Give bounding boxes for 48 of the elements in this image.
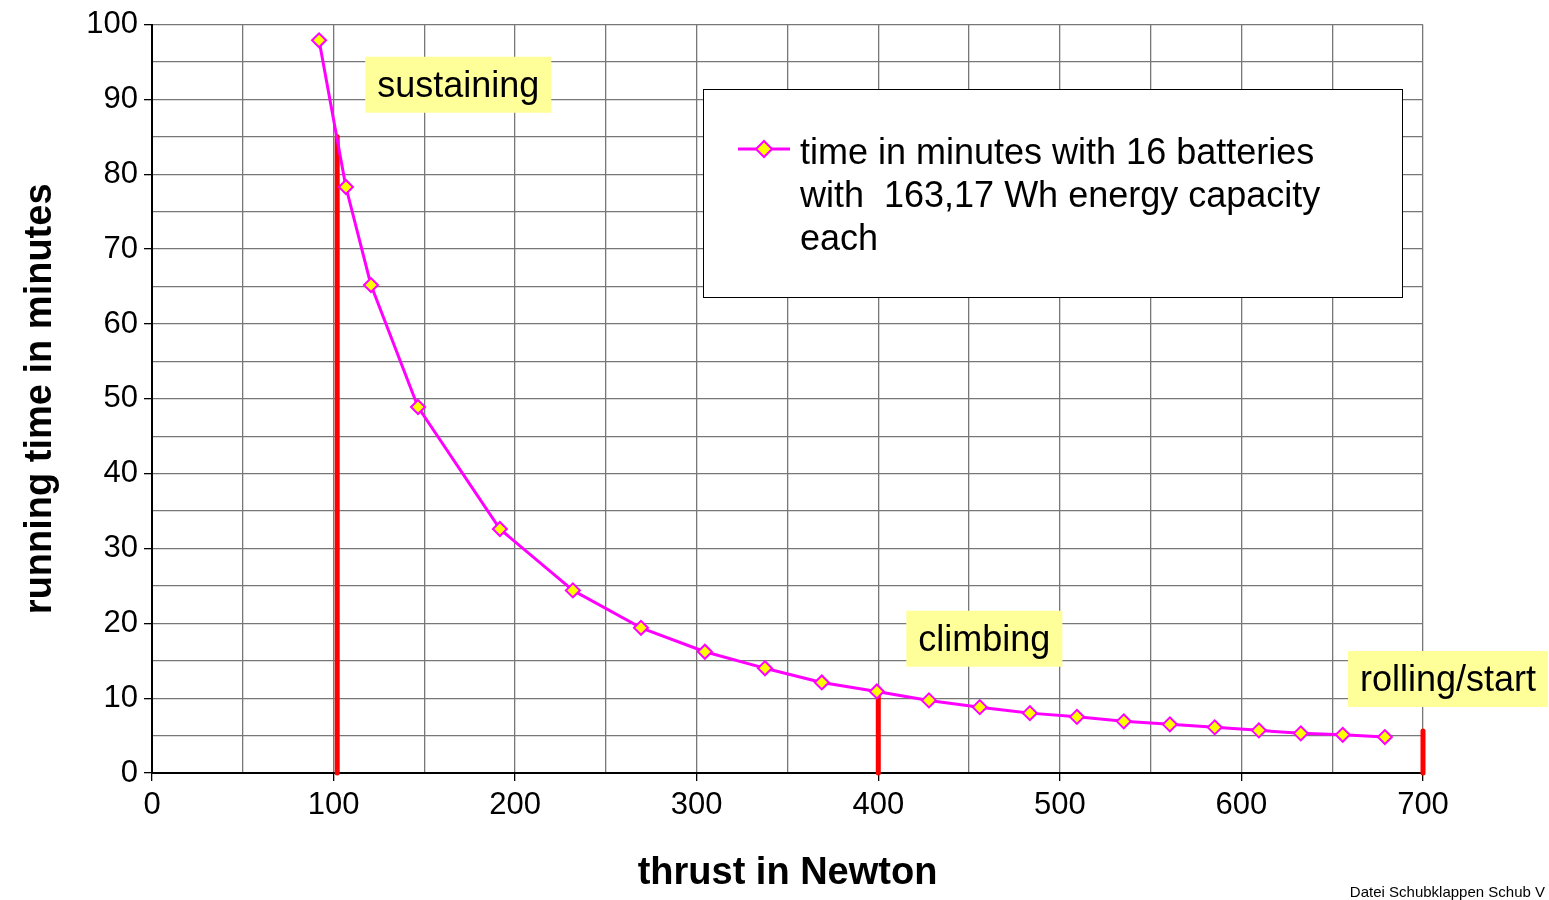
x-tick-label: 500 xyxy=(1033,786,1086,822)
y-tick-label: 30 xyxy=(103,529,138,565)
y-tick-label: 0 xyxy=(120,753,138,789)
point xyxy=(1206,719,1223,736)
point xyxy=(311,32,328,49)
point xyxy=(920,692,937,709)
point xyxy=(1334,726,1351,743)
point xyxy=(813,674,830,691)
x-axis-title: thrust in Newton xyxy=(637,849,938,892)
x-tick-label: 100 xyxy=(307,786,360,822)
x-tick-label: 600 xyxy=(1215,786,1268,822)
y-tick-label: 80 xyxy=(103,154,138,190)
point xyxy=(491,521,508,538)
point xyxy=(337,179,354,195)
point xyxy=(1250,722,1267,739)
y-axis-title: running time in minutes xyxy=(17,183,60,615)
y-tick-label: 10 xyxy=(103,678,138,714)
y-tick-label: 50 xyxy=(103,379,138,415)
point xyxy=(1068,708,1085,725)
text: Datei Schubklappen Schub V xyxy=(1349,883,1545,900)
x-tick-label: 700 xyxy=(1397,786,1449,822)
legend-label: time in minutes with 16 batteries with 163,17 Wh energy capacity each xyxy=(800,130,1322,259)
point xyxy=(410,399,426,416)
y-tick-label: 60 xyxy=(103,304,138,340)
y-tick-label: 90 xyxy=(103,79,138,115)
y-tick-label: 100 xyxy=(86,5,138,41)
point xyxy=(1021,705,1038,722)
point xyxy=(632,619,649,636)
point xyxy=(971,699,988,716)
point xyxy=(1376,729,1393,746)
annotation: rolling/start xyxy=(1359,658,1536,700)
point xyxy=(1115,713,1132,730)
point xyxy=(1292,725,1309,742)
annotation: climbing xyxy=(918,617,1051,659)
point xyxy=(362,277,379,294)
x-tick-label: 300 xyxy=(670,786,723,822)
y-tick-label: 70 xyxy=(103,229,138,265)
y-tick-label: 20 xyxy=(103,603,138,639)
point xyxy=(868,683,885,700)
annotation: sustaining xyxy=(377,63,540,105)
point xyxy=(756,660,773,677)
point xyxy=(564,582,581,599)
x-tick-label: 400 xyxy=(852,786,905,822)
x-tick-label: 200 xyxy=(489,786,542,822)
x-tick-label: 0 xyxy=(143,786,161,822)
y-tick-label: 40 xyxy=(103,454,138,490)
point xyxy=(1161,716,1178,733)
point xyxy=(696,643,713,660)
